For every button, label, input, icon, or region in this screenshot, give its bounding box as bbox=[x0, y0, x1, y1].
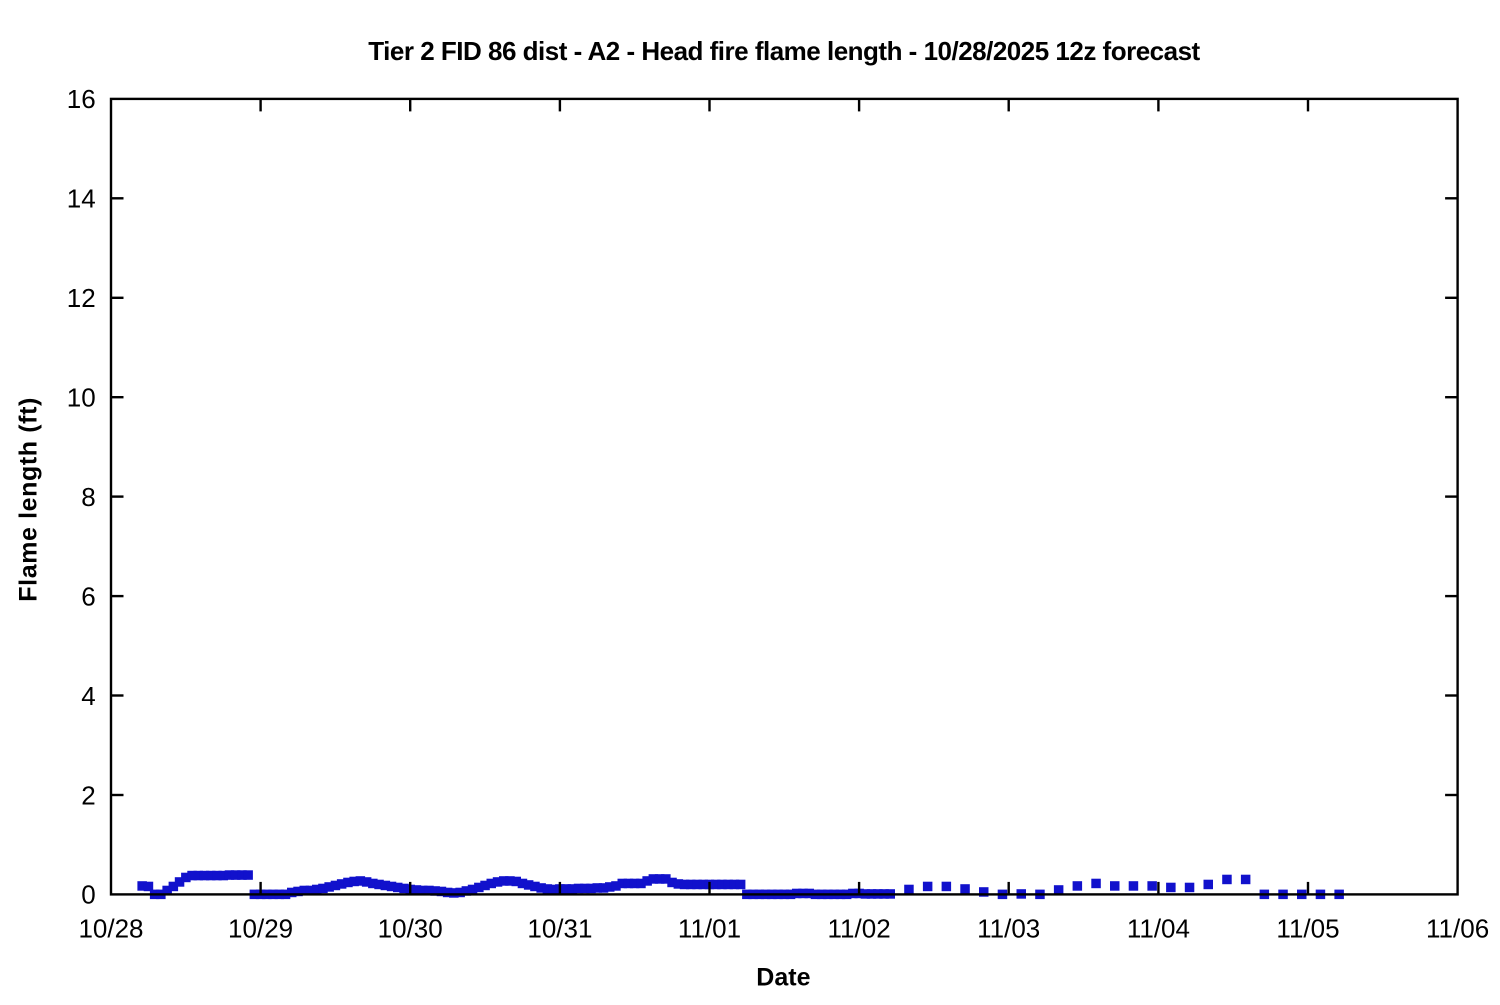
svg-text:6: 6 bbox=[81, 581, 95, 611]
svg-text:16: 16 bbox=[67, 84, 96, 114]
svg-text:11/04: 11/04 bbox=[1127, 914, 1190, 944]
svg-text:10/31: 10/31 bbox=[527, 914, 592, 944]
svg-text:10/30: 10/30 bbox=[378, 914, 443, 944]
svg-text:11/06: 11/06 bbox=[1426, 914, 1489, 944]
svg-text:Tier 2 FID 86 dist - A2 - Head: Tier 2 FID 86 dist - A2 - Head fire flam… bbox=[368, 36, 1200, 66]
svg-text:2: 2 bbox=[81, 780, 95, 810]
svg-text:0: 0 bbox=[81, 880, 95, 910]
svg-text:Flame length (ft): Flame length (ft) bbox=[15, 397, 43, 602]
svg-text:8: 8 bbox=[81, 482, 95, 512]
svg-text:11/02: 11/02 bbox=[828, 914, 891, 944]
svg-text:4: 4 bbox=[81, 681, 95, 711]
svg-text:Date: Date bbox=[756, 963, 810, 991]
svg-text:11/03: 11/03 bbox=[977, 914, 1040, 944]
svg-text:10: 10 bbox=[67, 383, 96, 413]
svg-text:10/28: 10/28 bbox=[78, 914, 143, 944]
svg-text:12: 12 bbox=[67, 283, 96, 313]
svg-text:14: 14 bbox=[67, 184, 96, 214]
svg-text:11/01: 11/01 bbox=[678, 914, 741, 944]
svg-text:11/05: 11/05 bbox=[1276, 914, 1339, 944]
svg-text:10/29: 10/29 bbox=[228, 914, 293, 944]
